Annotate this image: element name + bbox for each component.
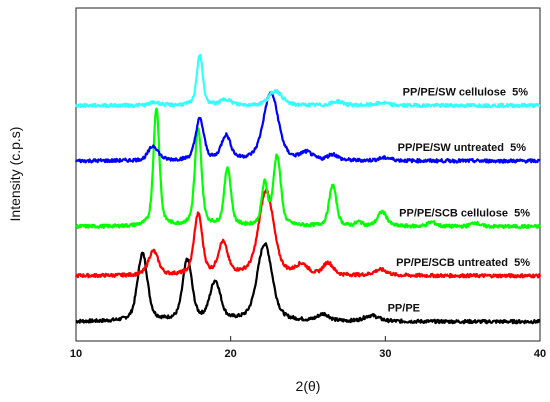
series-labels: PP/PE PP/PE/SCB untreated 5% PP/PE/SCB cel…	[388, 86, 531, 314]
series-label: PP/PE/SCB cellulose 5%	[399, 208, 530, 220]
series-traces	[74, 53, 542, 325]
x-tick-label: 20	[225, 348, 237, 360]
plot-frame	[75, 7, 541, 342]
series-label: PP/PE/SCB untreated 5%	[396, 257, 530, 269]
x-axis-title: 2(θ)	[296, 378, 321, 394]
x-tick-label: 10	[70, 348, 82, 360]
series-line	[75, 242, 541, 325]
y-axis-title: Intensity (c.p.s)	[7, 127, 23, 222]
x-axis-ticks: 10 20 30 40	[70, 336, 546, 360]
series-line	[75, 107, 541, 230]
series-label: PP/PE	[388, 303, 420, 315]
series-label: PP/PE/SW cellulose 5%	[403, 86, 529, 98]
series-line	[74, 91, 541, 164]
x-tick-label: 40	[534, 348, 546, 360]
series-label: PP/PE/SW untreated 5%	[398, 142, 527, 154]
x-tick-label: 30	[379, 348, 391, 360]
series-line	[74, 53, 541, 109]
series-line	[74, 188, 542, 279]
